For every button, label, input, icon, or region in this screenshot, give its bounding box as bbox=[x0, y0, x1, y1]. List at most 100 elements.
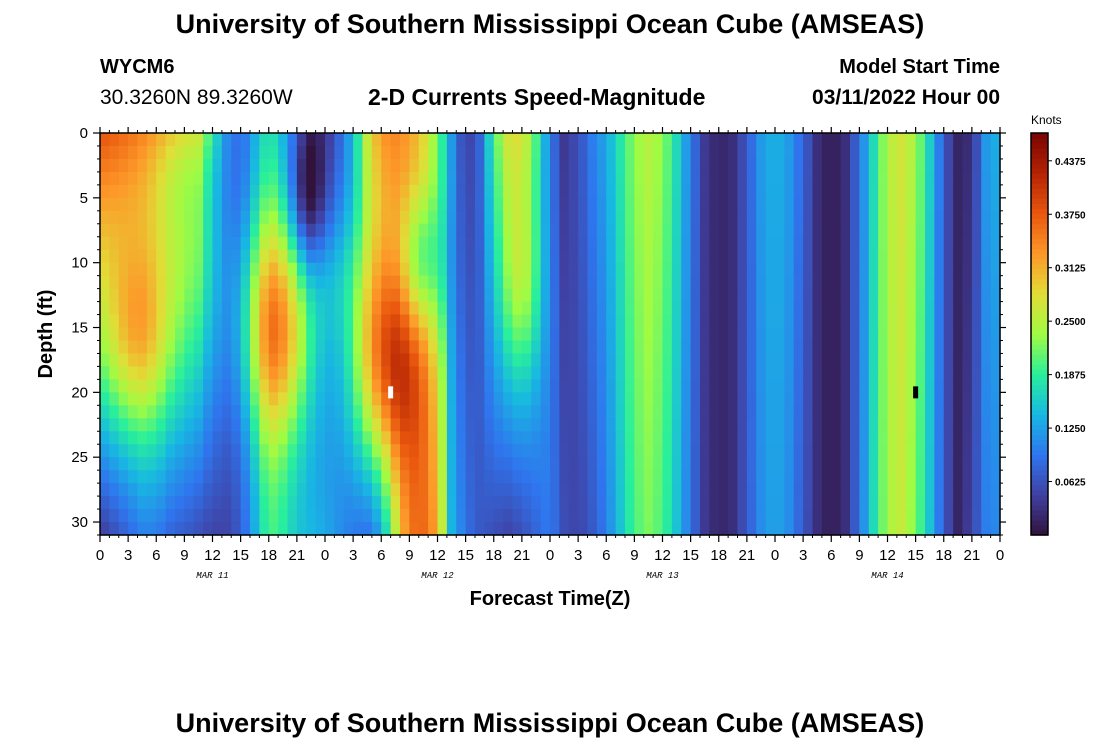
heatmap-cell bbox=[503, 405, 514, 419]
heatmap-cell bbox=[446, 509, 457, 523]
heatmap-cell bbox=[718, 301, 729, 316]
heatmap-cell bbox=[240, 392, 251, 406]
heatmap-cell bbox=[446, 249, 457, 264]
colorbar-swatch bbox=[1031, 354, 1048, 360]
heatmap-cell bbox=[456, 418, 467, 432]
heatmap-cell bbox=[981, 314, 992, 329]
heatmap-cell bbox=[943, 301, 954, 316]
heatmap-cell bbox=[531, 457, 542, 471]
heatmap-cell bbox=[559, 145, 570, 160]
heatmap-cell bbox=[662, 327, 673, 342]
heatmap-cell bbox=[831, 197, 842, 212]
heatmap-cell bbox=[859, 483, 870, 497]
heatmap-cell bbox=[343, 145, 354, 160]
heatmap-cell bbox=[850, 327, 860, 342]
heatmap-cell bbox=[943, 379, 954, 393]
heatmap-cell bbox=[484, 366, 495, 380]
heatmap-cell bbox=[193, 236, 204, 251]
heatmap-cell bbox=[765, 288, 776, 303]
heatmap-cell bbox=[690, 340, 701, 355]
heatmap-cell bbox=[587, 483, 598, 497]
heatmap-cell bbox=[512, 249, 523, 264]
heatmap-cell bbox=[765, 496, 776, 510]
heatmap-cell bbox=[156, 431, 167, 445]
heatmap-cell bbox=[109, 262, 120, 277]
heatmap-cell bbox=[878, 405, 889, 419]
heatmap-cell bbox=[325, 197, 335, 212]
heatmap-cell bbox=[662, 275, 673, 290]
heatmap-cell bbox=[550, 353, 560, 368]
heatmap-cell bbox=[100, 457, 110, 471]
heatmap-cell bbox=[615, 522, 626, 536]
heatmap-cell bbox=[165, 483, 176, 497]
heatmap-cell bbox=[137, 483, 148, 497]
heatmap-cell bbox=[456, 236, 467, 251]
heatmap-cell bbox=[306, 171, 317, 186]
heatmap-cell bbox=[887, 158, 898, 173]
heatmap-cell bbox=[418, 314, 429, 329]
heatmap-cell bbox=[653, 327, 664, 342]
heatmap-cell bbox=[381, 405, 392, 419]
heatmap-cell bbox=[315, 275, 326, 290]
heatmap-cell bbox=[925, 366, 935, 380]
heatmap-cell bbox=[100, 340, 110, 355]
heatmap-cell bbox=[775, 444, 785, 458]
heatmap-cell bbox=[540, 496, 551, 510]
heatmap-cell bbox=[203, 236, 214, 251]
heatmap-cell bbox=[484, 379, 495, 393]
heatmap-cell bbox=[934, 145, 945, 160]
heatmap-cell bbox=[746, 457, 757, 471]
heatmap-cell bbox=[343, 496, 354, 510]
colorbar-swatch bbox=[1031, 384, 1048, 390]
heatmap-cell bbox=[278, 262, 289, 277]
heatmap-cell bbox=[934, 158, 945, 173]
heatmap-cell bbox=[146, 327, 157, 342]
heatmap-cell bbox=[596, 210, 607, 225]
heatmap-cell bbox=[653, 158, 664, 173]
heatmap-cell bbox=[803, 392, 814, 406]
heatmap-cell bbox=[503, 301, 514, 316]
heatmap-cell bbox=[212, 210, 223, 225]
heatmap-cell bbox=[653, 483, 664, 497]
heatmap-cell bbox=[278, 249, 289, 264]
heatmap-cell bbox=[568, 340, 579, 355]
heatmap-cell bbox=[381, 262, 392, 277]
heatmap-cell bbox=[259, 392, 270, 406]
heatmap-cell bbox=[325, 431, 335, 445]
heatmap-cell bbox=[484, 133, 495, 147]
heatmap-cell bbox=[193, 314, 204, 329]
heatmap-cell bbox=[128, 470, 139, 484]
heatmap-cell bbox=[428, 418, 439, 432]
heatmap-cell bbox=[953, 444, 964, 458]
heatmap-cell bbox=[231, 249, 242, 264]
heatmap-cell bbox=[343, 249, 354, 264]
heatmap-cell bbox=[896, 275, 907, 290]
heatmap-cell bbox=[100, 483, 110, 497]
page-title: University of Southern Mississippi Ocean… bbox=[175, 9, 925, 39]
heatmap-cell bbox=[268, 262, 279, 277]
heatmap-cell bbox=[925, 353, 935, 368]
heatmap-cell bbox=[934, 522, 945, 536]
heatmap-cell bbox=[859, 314, 870, 329]
heatmap-cell bbox=[353, 431, 364, 445]
heatmap-cell bbox=[100, 444, 110, 458]
heatmap-cell bbox=[653, 314, 664, 329]
heatmap-cell bbox=[390, 158, 401, 173]
heatmap-cell bbox=[953, 288, 964, 303]
heatmap-cell bbox=[446, 223, 457, 238]
heatmap-cell bbox=[306, 405, 317, 419]
heatmap-cell bbox=[925, 262, 935, 277]
heatmap-cell bbox=[240, 249, 251, 264]
heatmap-cell bbox=[465, 392, 476, 406]
heatmap-cell bbox=[531, 366, 542, 380]
heatmap-cell bbox=[700, 379, 710, 393]
heatmap-cell bbox=[240, 379, 251, 393]
heatmap-cell bbox=[587, 509, 598, 523]
heatmap-cell bbox=[146, 145, 157, 160]
heatmap-cell bbox=[381, 314, 392, 329]
heatmap-cell bbox=[521, 314, 532, 329]
heatmap-cell bbox=[503, 197, 514, 212]
heatmap-cell bbox=[718, 340, 729, 355]
heatmap-cell bbox=[381, 366, 392, 380]
heatmap-cell bbox=[371, 210, 382, 225]
